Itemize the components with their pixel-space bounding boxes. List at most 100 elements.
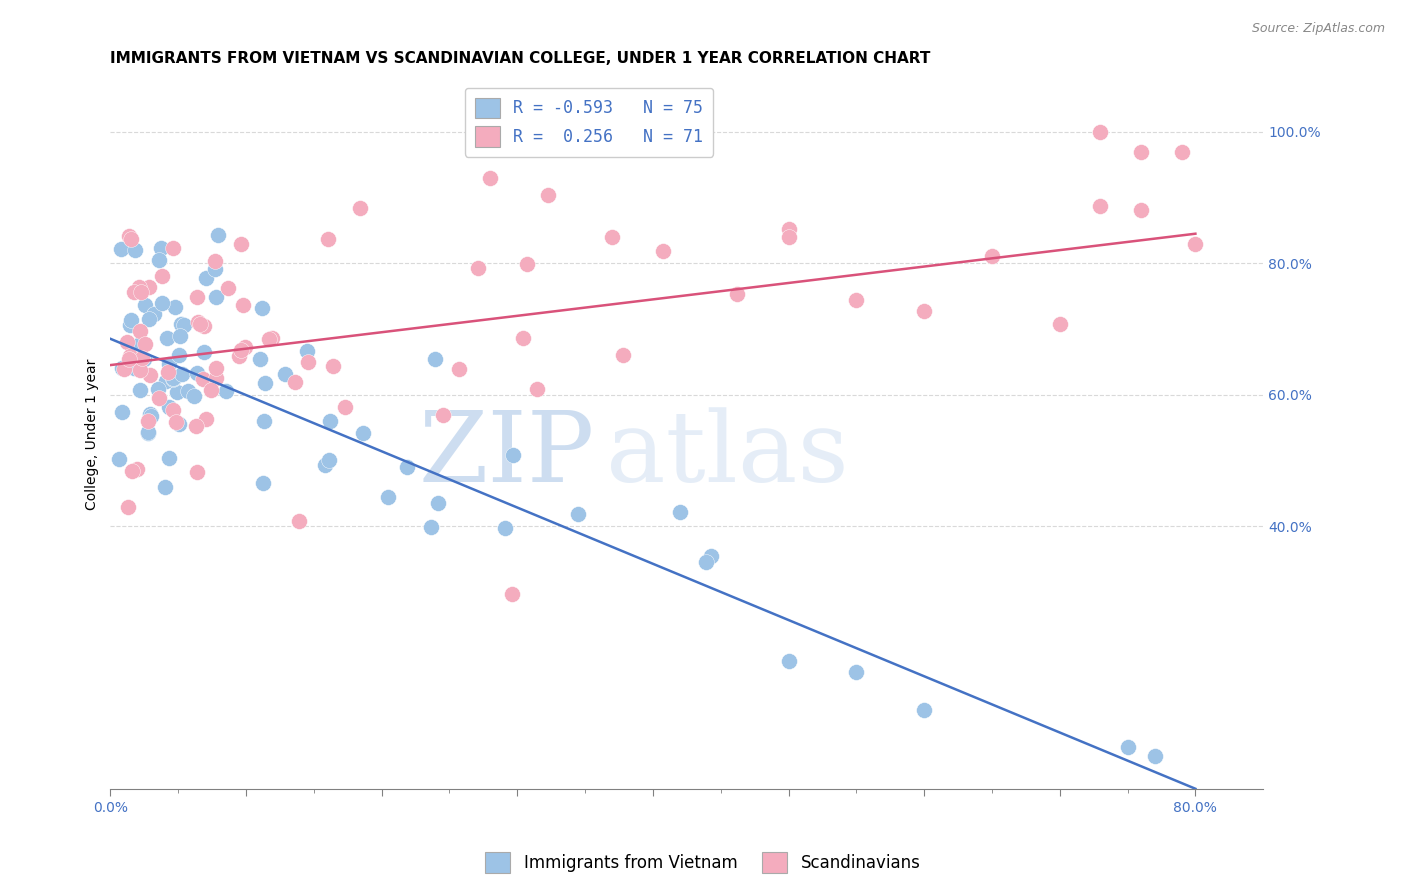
Point bbox=[120, 232, 142, 246]
Point bbox=[110, 242, 132, 256]
Point bbox=[186, 366, 208, 380]
Point bbox=[229, 343, 252, 358]
Point bbox=[204, 290, 226, 304]
Point bbox=[186, 418, 208, 433]
Point bbox=[125, 462, 148, 476]
Point bbox=[700, 549, 723, 563]
Point bbox=[111, 360, 134, 375]
Point bbox=[297, 355, 319, 369]
Point bbox=[512, 331, 534, 345]
Point bbox=[778, 654, 800, 668]
Point bbox=[467, 261, 489, 276]
Point bbox=[134, 336, 156, 351]
Text: Source: ZipAtlas.com: Source: ZipAtlas.com bbox=[1251, 22, 1385, 36]
Point bbox=[153, 479, 176, 493]
Point bbox=[651, 244, 673, 259]
Point bbox=[124, 243, 146, 257]
Point bbox=[138, 280, 160, 294]
Point bbox=[232, 298, 254, 312]
Point bbox=[284, 376, 307, 390]
Point bbox=[536, 187, 558, 202]
Point bbox=[377, 490, 399, 504]
Point bbox=[129, 337, 152, 351]
Point bbox=[162, 241, 184, 255]
Point bbox=[129, 285, 152, 299]
Point bbox=[118, 349, 141, 363]
Point bbox=[253, 415, 276, 429]
Point bbox=[177, 384, 200, 398]
Point bbox=[352, 426, 374, 441]
Point bbox=[778, 222, 800, 236]
Point bbox=[157, 450, 180, 465]
Point bbox=[217, 280, 239, 294]
Point bbox=[427, 496, 450, 510]
Point bbox=[612, 348, 634, 362]
Point bbox=[121, 464, 143, 478]
Point bbox=[273, 367, 295, 381]
Point bbox=[349, 201, 371, 215]
Point bbox=[187, 315, 209, 329]
Point bbox=[118, 229, 141, 244]
Text: atlas: atlas bbox=[606, 408, 849, 503]
Point bbox=[129, 362, 152, 376]
Point bbox=[314, 458, 336, 472]
Point bbox=[132, 352, 155, 367]
Point bbox=[204, 254, 226, 268]
Point bbox=[148, 253, 170, 268]
Point bbox=[515, 257, 537, 271]
Point bbox=[501, 587, 523, 601]
Point bbox=[162, 371, 184, 385]
Point bbox=[128, 279, 150, 293]
Point bbox=[157, 401, 180, 415]
Point bbox=[166, 384, 188, 399]
Point bbox=[156, 365, 179, 379]
Point bbox=[122, 285, 145, 300]
Legend: R = -0.593   N = 75, R =  0.256   N = 71: R = -0.593 N = 75, R = 0.256 N = 71 bbox=[464, 87, 713, 157]
Point bbox=[188, 317, 211, 331]
Point bbox=[395, 459, 418, 474]
Point bbox=[193, 372, 215, 386]
Point bbox=[423, 351, 446, 366]
Point bbox=[215, 384, 238, 398]
Point bbox=[136, 425, 159, 439]
Point bbox=[233, 340, 256, 354]
Point bbox=[170, 317, 193, 331]
Point bbox=[115, 334, 138, 349]
Point bbox=[200, 383, 222, 397]
Point bbox=[139, 409, 162, 424]
Point bbox=[120, 318, 142, 333]
Point bbox=[165, 415, 187, 429]
Point bbox=[138, 311, 160, 326]
Point bbox=[845, 665, 868, 679]
Point bbox=[1090, 199, 1112, 213]
Legend: Immigrants from Vietnam, Scandinavians: Immigrants from Vietnam, Scandinavians bbox=[478, 846, 928, 880]
Point bbox=[136, 414, 159, 428]
Point bbox=[1130, 145, 1153, 159]
Point bbox=[1130, 202, 1153, 217]
Point bbox=[150, 269, 173, 284]
Point bbox=[156, 331, 179, 345]
Point bbox=[725, 286, 748, 301]
Point bbox=[186, 466, 208, 480]
Y-axis label: College, Under 1 year: College, Under 1 year bbox=[86, 359, 100, 509]
Point bbox=[162, 370, 184, 384]
Point bbox=[1090, 125, 1112, 139]
Point bbox=[142, 307, 165, 321]
Point bbox=[150, 241, 173, 255]
Point bbox=[333, 401, 356, 415]
Point bbox=[162, 403, 184, 417]
Point bbox=[205, 360, 228, 375]
Point bbox=[173, 318, 195, 332]
Point bbox=[155, 374, 177, 388]
Point bbox=[1049, 318, 1071, 332]
Point bbox=[845, 293, 868, 307]
Point bbox=[1143, 748, 1166, 763]
Point bbox=[257, 332, 280, 346]
Point bbox=[1184, 237, 1206, 252]
Point bbox=[139, 407, 162, 421]
Point bbox=[120, 313, 142, 327]
Point bbox=[252, 301, 274, 315]
Point bbox=[228, 349, 250, 363]
Point bbox=[600, 230, 623, 244]
Point bbox=[249, 352, 271, 367]
